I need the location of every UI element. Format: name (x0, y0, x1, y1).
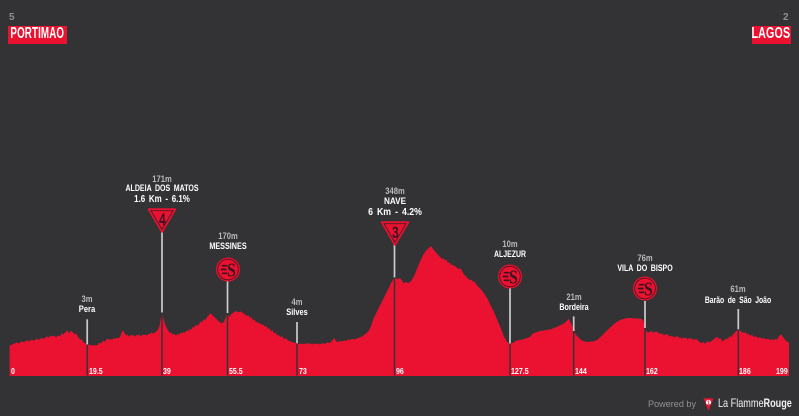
svg-text:S: S (509, 266, 518, 288)
svg-text:3: 3 (391, 224, 398, 242)
svg-text:S: S (644, 277, 653, 299)
svg-text:4: 4 (159, 211, 166, 229)
svg-text:S: S (227, 258, 236, 280)
svg-text:1: 1 (707, 400, 710, 406)
